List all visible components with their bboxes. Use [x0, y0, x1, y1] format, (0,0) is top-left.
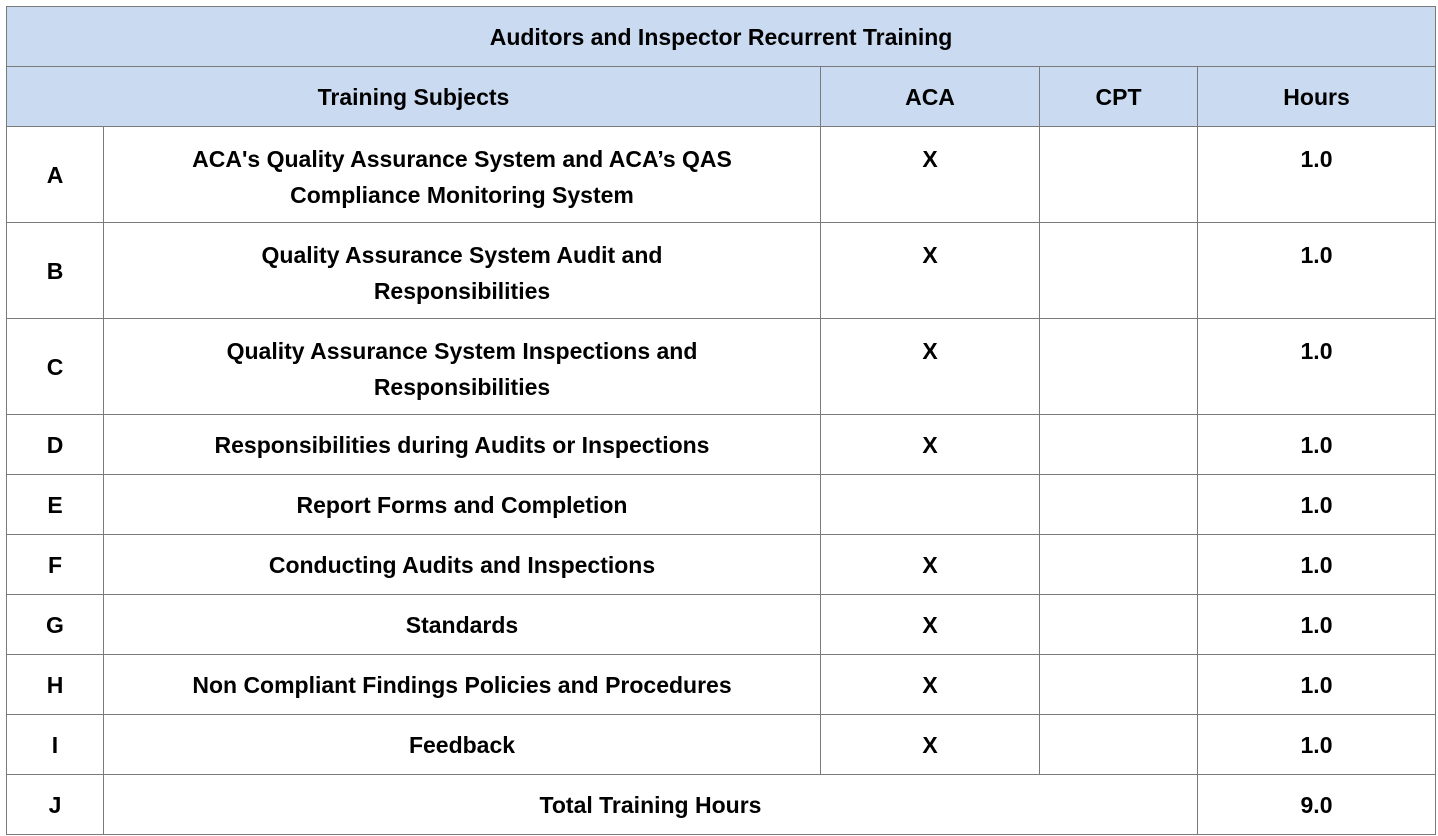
row-letter: F	[6, 534, 104, 595]
row-hours: 1.0	[1196, 534, 1437, 595]
row-cpt-mark	[1039, 414, 1198, 475]
header-aca: ACA	[820, 66, 1040, 127]
table-row: A ACA's Quality Assurance System and ACA…	[6, 126, 1437, 223]
row-letter: G	[6, 594, 104, 655]
header-hours: Hours	[1196, 66, 1437, 127]
row-subject: ACA's Quality Assurance System and ACA’s…	[103, 126, 821, 223]
row-subject: Responsibilities during Audits or Inspec…	[103, 414, 821, 475]
row-subject: Quality Assurance System Audit and Respo…	[103, 222, 821, 319]
row-aca-mark	[820, 474, 1040, 535]
row-aca-mark: X	[820, 126, 1040, 223]
total-hours: 9.0	[1196, 774, 1437, 835]
table-row: C Quality Assurance System Inspections a…	[6, 318, 1437, 415]
title-row: Auditors and Inspector Recurrent Trainin…	[5, 6, 1437, 67]
row-cpt-mark	[1039, 714, 1198, 775]
table-row: F Conducting Audits and Inspections X 1.…	[6, 534, 1437, 595]
row-subject: Report Forms and Completion	[103, 474, 821, 535]
row-subject: Standards	[103, 594, 821, 655]
total-label: Total Training Hours	[103, 774, 1198, 835]
table-title: Auditors and Inspector Recurrent Trainin…	[5, 6, 1437, 67]
row-cpt-mark	[1039, 474, 1198, 535]
table-row: B Quality Assurance System Audit and Res…	[6, 222, 1437, 319]
table-row: D Responsibilities during Audits or Insp…	[6, 414, 1437, 475]
row-cpt-mark	[1039, 654, 1198, 715]
table-row: I Feedback X 1.0	[6, 714, 1437, 775]
row-hours: 1.0	[1196, 474, 1437, 535]
row-letter: B	[6, 222, 104, 319]
header-training-subjects: Training Subjects	[6, 66, 821, 127]
row-aca-mark: X	[820, 318, 1040, 415]
header-row: Training Subjects ACA CPT Hours	[6, 66, 1437, 127]
row-letter: A	[6, 126, 104, 223]
row-letter: H	[6, 654, 104, 715]
row-aca-mark: X	[820, 534, 1040, 595]
row-subject: Feedback	[103, 714, 821, 775]
row-hours: 1.0	[1196, 126, 1437, 223]
subject-line: Responsibilities	[373, 374, 551, 400]
row-aca-mark: X	[820, 654, 1040, 715]
row-cpt-mark	[1039, 318, 1198, 415]
row-aca-mark: X	[820, 714, 1040, 775]
table-row: E Report Forms and Completion 1.0	[6, 474, 1437, 535]
row-aca-mark: X	[820, 414, 1040, 475]
subject-line: Quality Assurance System Inspections and	[226, 338, 698, 364]
row-letter: D	[6, 414, 104, 475]
row-cpt-mark	[1039, 222, 1198, 319]
row-aca-mark: X	[820, 594, 1040, 655]
row-hours: 1.0	[1196, 414, 1437, 475]
row-cpt-mark	[1039, 126, 1198, 223]
subject-line: Quality Assurance System Audit and	[261, 242, 663, 268]
row-hours: 1.0	[1196, 714, 1437, 775]
row-subject: Non Compliant Findings Policies and Proc…	[103, 654, 821, 715]
subject-line: Compliance Monitoring System	[290, 182, 634, 208]
row-hours: 1.0	[1196, 222, 1437, 319]
total-letter: J	[6, 774, 104, 835]
row-hours: 1.0	[1196, 654, 1437, 715]
subject-line: Responsibilities	[373, 278, 551, 304]
total-row: J Total Training Hours 9.0	[6, 774, 1437, 835]
training-table: Auditors and Inspector Recurrent Trainin…	[5, 6, 1437, 835]
table-row: H Non Compliant Findings Policies and Pr…	[6, 654, 1437, 715]
header-cpt: CPT	[1039, 66, 1198, 127]
row-hours: 1.0	[1196, 318, 1437, 415]
row-letter: E	[6, 474, 104, 535]
row-aca-mark: X	[820, 222, 1040, 319]
row-cpt-mark	[1039, 594, 1198, 655]
row-subject: Quality Assurance System Inspections and…	[103, 318, 821, 415]
row-cpt-mark	[1039, 534, 1198, 595]
row-hours: 1.0	[1196, 594, 1437, 655]
row-letter: C	[6, 318, 104, 415]
table-row: G Standards X 1.0	[6, 594, 1437, 655]
row-letter: I	[6, 714, 104, 775]
subject-line: ACA's Quality Assurance System and ACA’s…	[192, 146, 732, 172]
row-subject: Conducting Audits and Inspections	[103, 534, 821, 595]
